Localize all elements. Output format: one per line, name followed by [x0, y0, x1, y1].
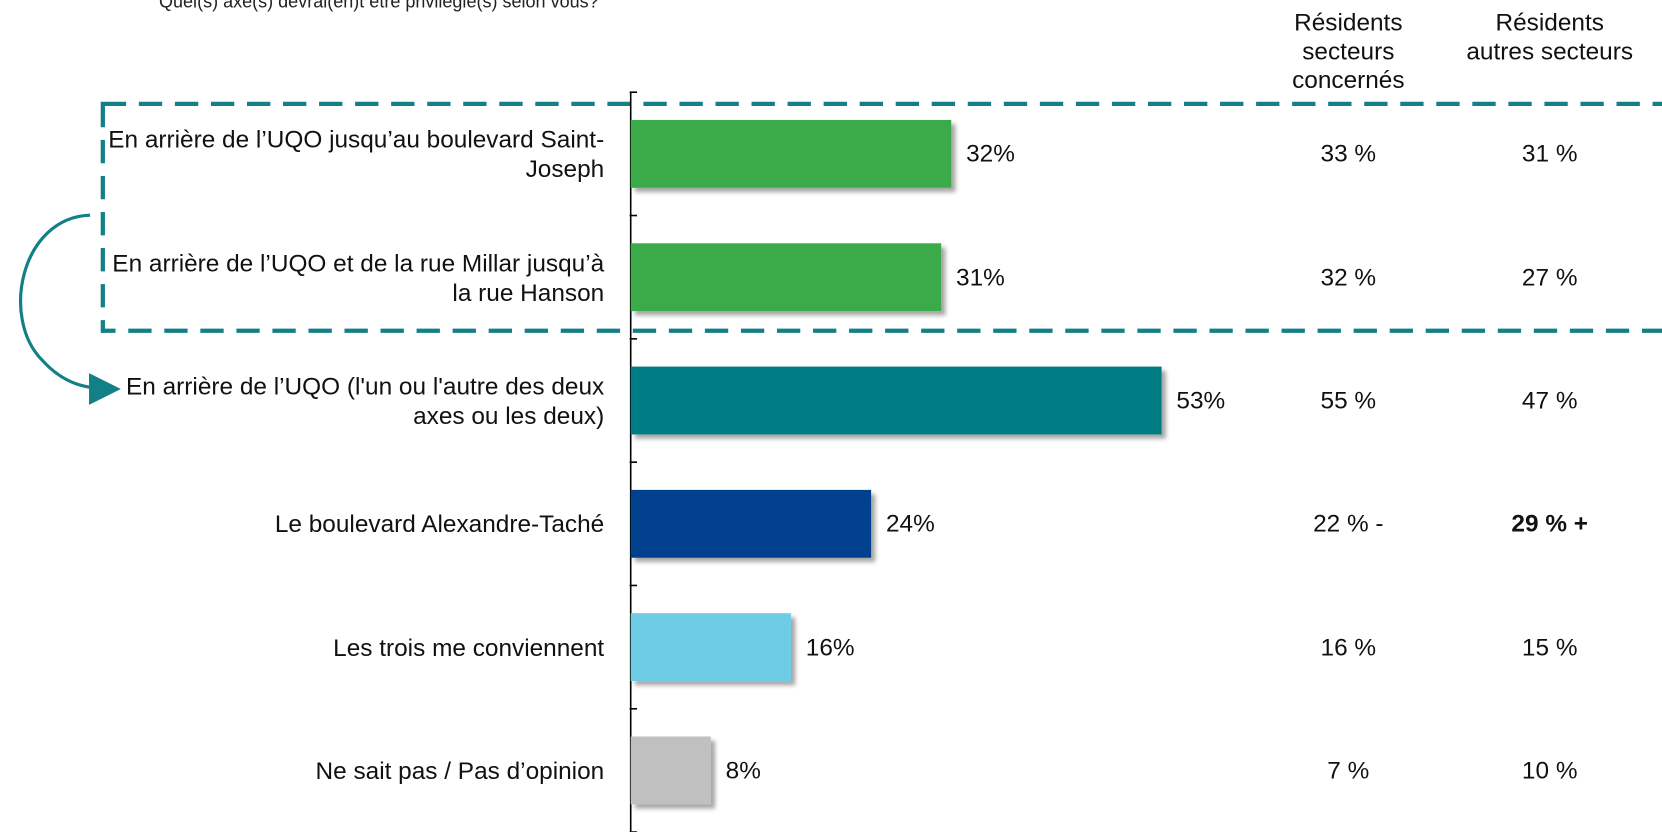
- group-box: [100, 101, 1662, 333]
- table-cell: 27 %: [1521, 262, 1578, 291]
- table-cell: 15 %: [1521, 632, 1578, 661]
- category-label: En arrière de l’UQO jusqu’au boulevard S…: [108, 125, 605, 183]
- table-cell: 33 %: [1320, 139, 1377, 168]
- value-label: 32%: [966, 139, 1015, 168]
- category-label: Les trois me conviennent: [333, 633, 605, 661]
- table-cell: 7 %: [1327, 756, 1370, 784]
- group-arrow: [19, 213, 121, 405]
- category-label: En arrière de l’UQO (l'un ou l'autre des…: [126, 371, 605, 430]
- table-cell: 29 % +: [1511, 509, 1589, 538]
- bar: [630, 366, 1162, 435]
- bar: [630, 119, 952, 188]
- chart-title: Quel(s) axe(s) devrai(en)t être privilég…: [158, 0, 599, 12]
- bar: [630, 489, 872, 558]
- category-label: En arrière de l’UQO et de la rue Millar …: [112, 248, 605, 306]
- table-cell: 16 %: [1320, 632, 1377, 661]
- value-label: 8%: [725, 756, 761, 784]
- bar: [630, 736, 711, 805]
- value-label: 31%: [956, 262, 1005, 291]
- category-label: Ne sait pas / Pas d’opinion: [315, 756, 605, 785]
- table-cell: 32 %: [1320, 262, 1377, 291]
- value-label: 53%: [1176, 386, 1226, 414]
- value-label: 24%: [885, 509, 935, 538]
- table-cell: 47 %: [1521, 386, 1578, 414]
- table-cell: 55 %: [1320, 386, 1377, 414]
- value-label: 16%: [805, 632, 855, 661]
- column-header: Résidents autres secteurs: [1466, 8, 1634, 65]
- category-label: Le boulevard Alexandre-Taché: [274, 510, 605, 538]
- table-cell: 22 % -: [1313, 509, 1384, 538]
- table-cell: 31 %: [1521, 139, 1578, 168]
- table-cell: 10 %: [1521, 756, 1578, 784]
- column-header: Résidents secteurs concernés: [1292, 8, 1405, 94]
- bar: [630, 613, 791, 682]
- bar: [630, 243, 942, 312]
